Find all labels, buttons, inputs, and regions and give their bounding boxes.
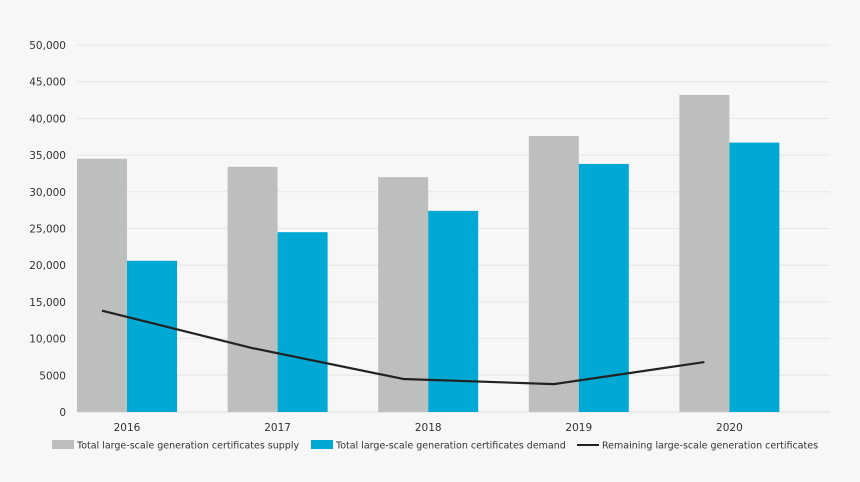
y-tick-label: 50,000 xyxy=(29,40,66,52)
y-axis-ticks: 0 5000 10,000 15,000 20,000 25,000 30,000 35,00… xyxy=(29,40,66,419)
y-tick-label: 45,000 xyxy=(29,77,66,89)
x-tick-label: 2018 xyxy=(415,422,442,434)
x-tick-label: 2017 xyxy=(264,422,291,434)
legend-swatch xyxy=(311,440,333,449)
remaining-line xyxy=(101,309,705,386)
x-tick-label: 2020 xyxy=(716,422,743,434)
y-tick-label: 15,000 xyxy=(29,297,66,309)
x-tick-label: 2016 xyxy=(114,422,141,434)
bar-demand-2018 xyxy=(428,210,479,412)
legend: Total large-scale generation certificate… xyxy=(52,440,818,452)
bar-supply-2019 xyxy=(528,136,579,413)
bar-supply-2018 xyxy=(378,177,429,412)
bar-demand-2020 xyxy=(729,142,780,412)
x-axis-ticks: 2016 2017 2018 2019 2020 xyxy=(114,422,743,434)
y-tick-label: 10,000 xyxy=(29,334,66,346)
y-tick-label: 20,000 xyxy=(29,260,66,272)
legend-label: Total large-scale generation certificate… xyxy=(335,441,566,452)
legend-label: Remaining large-scale generation certifi… xyxy=(602,441,818,452)
y-tick-label: 5000 xyxy=(39,370,66,382)
bar-supply-2016 xyxy=(77,158,127,412)
legend-swatch xyxy=(52,440,74,449)
bar-demand-2016 xyxy=(127,260,177,412)
x-tick-label: 2019 xyxy=(565,422,592,434)
y-tick-label: 35,000 xyxy=(29,150,66,162)
y-tick-label: 30,000 xyxy=(29,187,66,199)
bar-demand-2017 xyxy=(277,232,328,412)
y-tick-label: 0 xyxy=(59,407,66,419)
bar-supply-2020 xyxy=(679,94,730,413)
bars xyxy=(77,94,780,413)
y-tick-label: 40,000 xyxy=(29,113,66,125)
y-tick-label: 25,000 xyxy=(29,224,66,236)
legend-label: Total large-scale generation certificate… xyxy=(76,441,299,452)
bar-demand-2019 xyxy=(578,163,629,412)
bar-supply-2017 xyxy=(227,166,278,412)
